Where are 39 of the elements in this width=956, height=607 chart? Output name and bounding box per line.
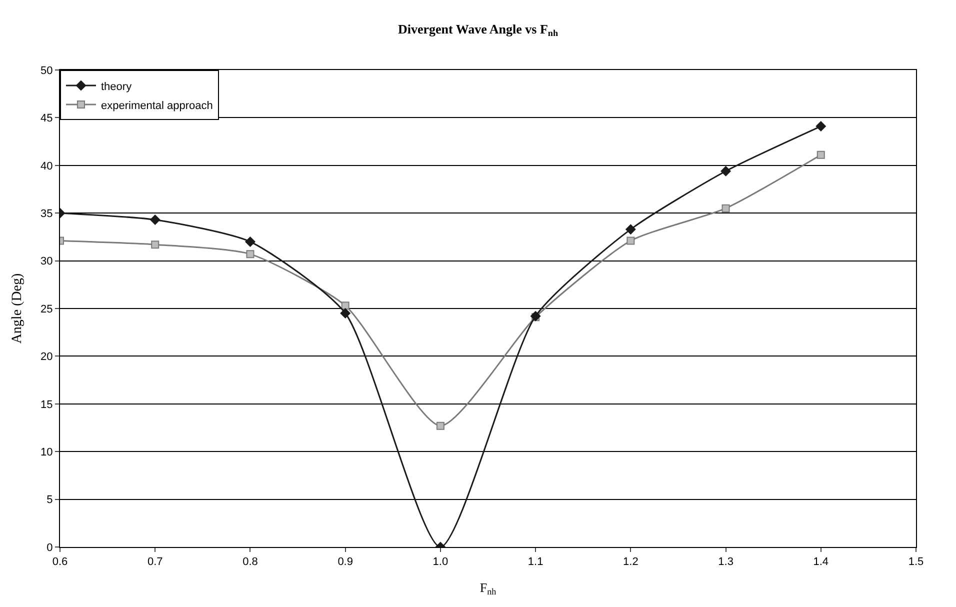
point (626, 224, 636, 234)
x-tick-label: 1.1 (528, 556, 544, 568)
x-tick-label: 0.7 (147, 556, 163, 568)
point (816, 150, 825, 159)
point (150, 214, 160, 225)
y-tick-label: 50 (40, 64, 53, 77)
y-tick-label: 15 (40, 398, 53, 411)
y-tick-label: 45 (40, 112, 53, 125)
y-tick-label: 0 (46, 542, 53, 554)
x-tick-label: 1.4 (813, 556, 829, 568)
x-tick-label: 0.8 (242, 556, 258, 568)
y-tick-label: 30 (40, 256, 53, 268)
y-tick-label: 25 (40, 303, 53, 316)
point (340, 308, 350, 318)
y-tick-label: 35 (40, 208, 53, 220)
point (245, 236, 256, 247)
point (722, 204, 730, 212)
y-tick-label: 5 (46, 494, 53, 506)
x-axis-title: F$_{nh}$ (480, 580, 497, 597)
point (246, 250, 254, 258)
x-tick-label: 1.0 (432, 556, 448, 568)
x-tick-label: 0.9 (338, 556, 353, 568)
chart-title: Divergent Wave Angle vs F$_{nh}$ (398, 21, 558, 38)
y-tick-label: 10 (40, 446, 53, 458)
point (151, 240, 160, 249)
legend-label: experimental approach (101, 100, 213, 112)
y-axis-title: Angle (Deg) (10, 272, 26, 344)
point (720, 166, 731, 176)
x-tick-label: 1.2 (623, 556, 638, 568)
point (436, 422, 444, 430)
point (816, 121, 826, 132)
x-tick-label: 1.5 (908, 556, 924, 568)
y-tick-label: 20 (40, 351, 53, 364)
x-tick-label: 1.3 (718, 556, 734, 568)
point (626, 236, 635, 245)
y-tick-label: 40 (40, 160, 53, 172)
point (341, 302, 350, 310)
legend-label: theory (101, 80, 132, 93)
x-tick-label: 0.6 (52, 556, 68, 568)
